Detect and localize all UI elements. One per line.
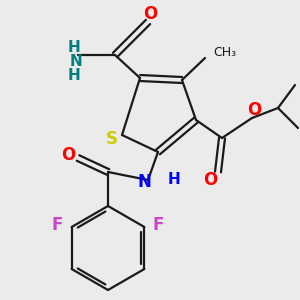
Text: N: N [70,55,83,70]
Text: S: S [106,130,118,148]
Text: F: F [153,216,164,234]
Text: O: O [247,101,261,119]
Text: H: H [68,40,80,56]
Text: O: O [203,171,217,189]
Text: N: N [137,173,151,191]
Text: O: O [61,146,75,164]
Text: H: H [168,172,180,188]
Text: O: O [143,5,157,23]
Text: CH₃: CH₃ [213,46,236,59]
Text: F: F [52,216,63,234]
Text: H: H [68,68,80,82]
